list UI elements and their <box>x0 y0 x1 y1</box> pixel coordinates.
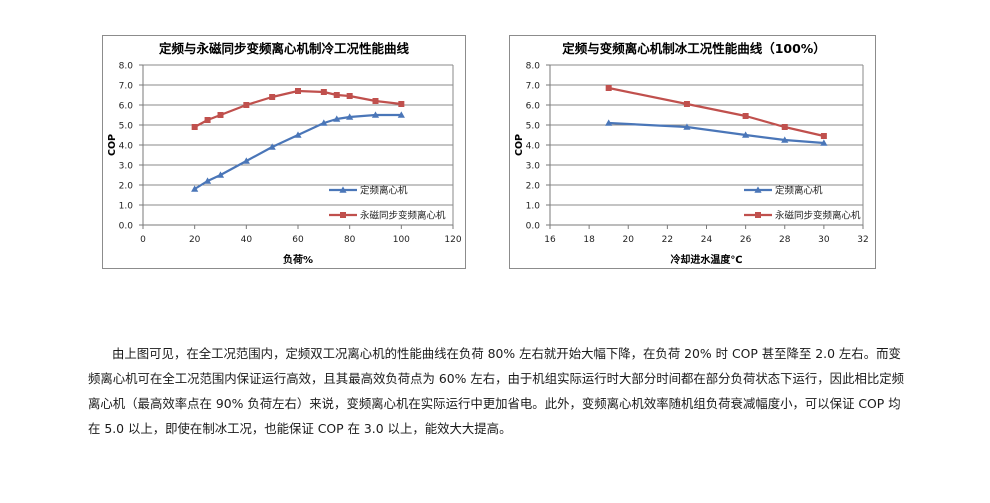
x-tick-label: 20 <box>189 235 201 245</box>
series-1-point <box>742 131 750 138</box>
y-tick-label: 3.0 <box>119 162 134 172</box>
legend-marker-2 <box>340 212 346 218</box>
series-2-point <box>781 124 788 130</box>
y-tick-label: 0.0 <box>526 222 541 232</box>
series-2-point <box>243 102 250 108</box>
chart-title: 定频与变频离心机制冰工况性能曲线（100%） <box>561 41 826 56</box>
y-tick-label: 1.0 <box>526 202 541 212</box>
y-tick-label: 4.0 <box>526 142 541 152</box>
x-tick-label: 80 <box>344 235 356 245</box>
y-tick-label: 8.0 <box>119 62 134 72</box>
y-axis-label: COP <box>514 134 525 156</box>
x-axis-label: 负荷% <box>283 253 313 266</box>
series-1-point <box>346 113 354 120</box>
chart-1-svg: 定频与永磁同步变频离心机制冷工况性能曲线 0.0 1.0 2.0 3.0 4.0 5.0 6.… <box>107 41 462 266</box>
series-2-point <box>398 101 405 107</box>
x-tick-label: 60 <box>292 235 304 245</box>
y-tick-label: 5.0 <box>526 122 541 132</box>
series-1-point <box>605 119 613 126</box>
x-tick-label: 18 <box>583 235 595 245</box>
y-tick-label: 7.0 <box>526 82 541 92</box>
series-1-point <box>683 123 691 130</box>
series-2-point <box>320 89 327 95</box>
series-1-point <box>333 115 341 122</box>
x-tick-label: 32 <box>857 235 868 245</box>
series-1-point <box>294 131 302 138</box>
series-2-point <box>269 94 276 100</box>
x-tick-label: 0 <box>140 235 146 245</box>
chart-title: 定频与永磁同步变频离心机制冷工况性能曲线 <box>158 41 410 56</box>
chart-cooling-performance: 定频与永磁同步变频离心机制冷工况性能曲线 0.0 1.0 2.0 3.0 4.0 5.0 6.… <box>102 35 466 269</box>
x-tick-label: 24 <box>701 235 713 245</box>
y-tick-label: 4.0 <box>119 142 134 152</box>
series-2-point <box>204 117 211 123</box>
y-tick-label: 6.0 <box>526 102 541 112</box>
x-tick-label: 40 <box>241 235 253 245</box>
y-tick-label: 1.0 <box>119 202 134 212</box>
legend-label-2: 永磁同步变频离心机 <box>775 210 861 222</box>
chart-2-svg: 定频与变频离心机制冰工况性能曲线（100%） 0.0 1.0 2.0 3.0 4.0 5.0… <box>514 41 869 266</box>
y-tick-label: 7.0 <box>119 82 134 92</box>
legend-label-1: 定频离心机 <box>775 185 823 197</box>
y-tick-label: 2.0 <box>119 182 134 192</box>
series-line-2 <box>608 86 825 138</box>
series-1-point <box>191 185 199 192</box>
y-tick-label: 0.0 <box>119 222 134 232</box>
series-2-point <box>742 113 749 119</box>
series-1-point <box>242 157 250 164</box>
x-tick-label: 16 <box>544 235 556 245</box>
legend-marker-1 <box>754 186 762 193</box>
x-tick-label: 26 <box>740 235 752 245</box>
series-2-point <box>333 92 340 98</box>
series-2-point <box>217 112 224 118</box>
series-2-point <box>605 85 612 91</box>
series-1-point <box>216 171 225 178</box>
series-line-2 <box>194 89 402 128</box>
legend-marker-1 <box>339 186 347 193</box>
x-tick-label: 120 <box>444 235 461 245</box>
series-1-point <box>397 111 405 118</box>
y-tick-label: 8.0 <box>526 62 541 72</box>
series-2-point <box>346 93 353 99</box>
x-tick-label: 28 <box>779 235 791 245</box>
chart-ice-making-performance: 定频与变频离心机制冰工况性能曲线（100%） 0.0 1.0 2.0 3.0 4.0 5.0… <box>509 35 876 269</box>
y-tick-label: 5.0 <box>119 122 134 132</box>
x-tick-label: 100 <box>393 235 410 245</box>
series-2-point <box>191 124 198 130</box>
x-tick-label: 20 <box>623 235 635 245</box>
series-1-point <box>268 143 276 150</box>
legend-label-2: 永磁同步变频离心机 <box>360 210 446 222</box>
x-axis-label: 冷却进水温度℃ <box>670 253 742 266</box>
series-line-1 <box>194 113 402 190</box>
description-paragraph: 由上图可见，在全工况范围内，定频双工况离心机的性能曲线在负荷 80% 左右就开始… <box>88 346 905 436</box>
y-tick-label: 2.0 <box>526 182 541 192</box>
series-2-point <box>683 101 690 107</box>
legend-marker-2 <box>755 212 761 218</box>
series-1-point <box>203 177 212 184</box>
series-2-point <box>372 98 379 104</box>
series-1-point <box>320 119 328 126</box>
series-2-point <box>820 133 827 139</box>
x-tick-label: 30 <box>818 235 830 245</box>
series-1-point <box>781 136 789 143</box>
y-tick-label: 3.0 <box>526 162 541 172</box>
series-1-point <box>820 139 828 146</box>
series-2-point <box>295 88 301 94</box>
series-line-1 <box>608 121 824 145</box>
series-1-point <box>371 111 380 118</box>
x-tick-label: 22 <box>662 235 673 245</box>
legend-label-1: 定频离心机 <box>360 185 408 197</box>
y-tick-label: 6.0 <box>119 102 134 112</box>
y-axis-label: COP <box>107 134 118 156</box>
